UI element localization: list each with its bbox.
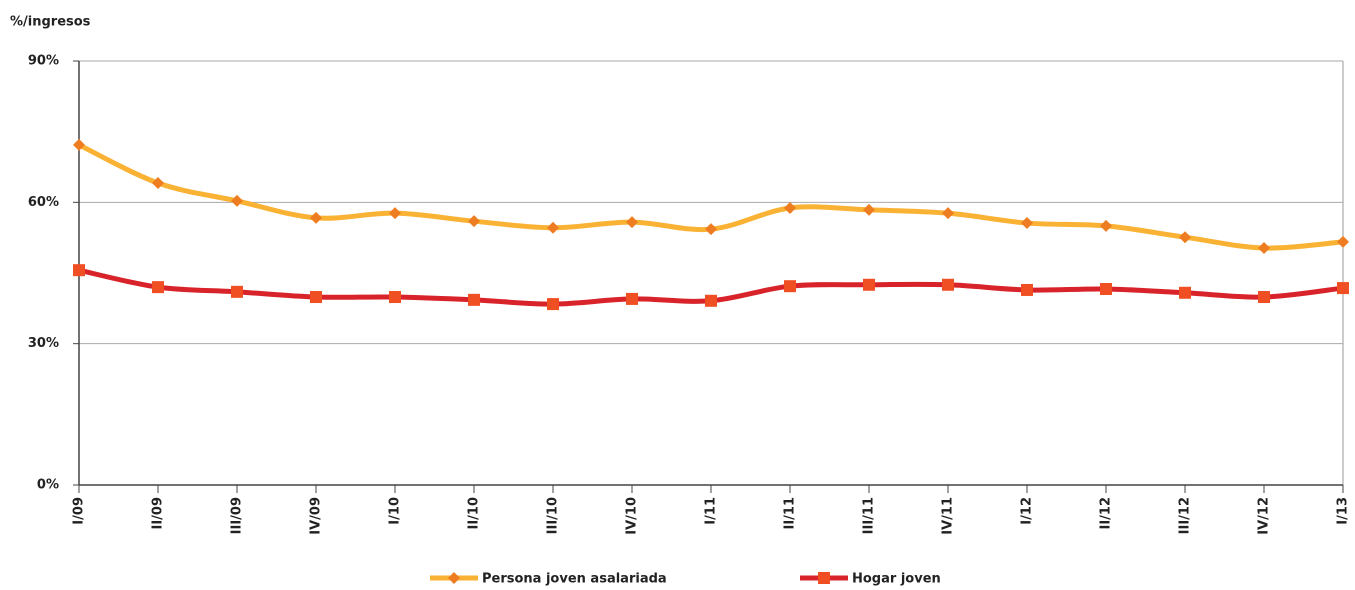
data-point bbox=[626, 216, 638, 229]
data-point bbox=[231, 285, 243, 298]
data-point bbox=[547, 221, 559, 234]
data-point bbox=[1258, 242, 1270, 255]
data-point bbox=[705, 223, 717, 236]
legend-label: Hogar joven bbox=[852, 572, 941, 587]
legend-marker bbox=[448, 572, 460, 584]
data-point bbox=[1258, 291, 1270, 304]
data-point bbox=[1337, 235, 1349, 248]
data-point bbox=[863, 203, 875, 216]
data-point bbox=[942, 207, 954, 220]
data-point bbox=[310, 291, 322, 304]
data-point bbox=[784, 201, 796, 214]
x-tick-label: II/12 bbox=[1099, 497, 1114, 530]
data-point bbox=[942, 278, 954, 291]
data-point bbox=[152, 281, 164, 294]
data-point bbox=[1021, 283, 1033, 296]
data-point bbox=[231, 194, 243, 207]
data-point bbox=[73, 138, 85, 151]
x-tick-label: IV/09 bbox=[309, 497, 324, 535]
data-point bbox=[1337, 282, 1349, 295]
x-tick-label: IV/10 bbox=[625, 497, 640, 535]
x-tick-label: II/10 bbox=[467, 497, 482, 530]
data-point bbox=[1100, 283, 1112, 296]
x-tick-label: I/13 bbox=[1336, 497, 1351, 525]
x-tick-label: III/10 bbox=[546, 497, 561, 534]
data-point bbox=[389, 207, 401, 220]
legend-marker bbox=[818, 572, 830, 584]
x-tick-label: III/11 bbox=[862, 497, 877, 534]
data-point bbox=[547, 298, 559, 311]
data-point bbox=[784, 280, 796, 293]
x-tick-label: III/09 bbox=[230, 497, 245, 534]
x-tick-label: IV/12 bbox=[1257, 497, 1272, 535]
x-tick-label: II/11 bbox=[783, 497, 798, 530]
data-point bbox=[705, 294, 717, 307]
data-point bbox=[626, 292, 638, 305]
y-tick-label: 60% bbox=[28, 195, 59, 210]
data-point bbox=[468, 293, 480, 306]
legend-label: Persona joven asalariada bbox=[482, 572, 667, 587]
data-point bbox=[1179, 286, 1191, 299]
y-tick-label: 30% bbox=[28, 336, 59, 351]
x-tick-label: I/10 bbox=[388, 497, 403, 525]
x-tick-label: II/09 bbox=[151, 497, 166, 530]
data-point bbox=[1179, 231, 1191, 244]
data-point bbox=[468, 215, 480, 228]
data-point bbox=[863, 278, 875, 291]
x-tick-label: IV/11 bbox=[941, 497, 956, 535]
data-point bbox=[73, 264, 85, 277]
x-tick-label: I/12 bbox=[1020, 497, 1035, 525]
x-tick-label: I/11 bbox=[704, 497, 719, 525]
data-point bbox=[1100, 219, 1112, 232]
data-point bbox=[389, 291, 401, 304]
y-tick-label: 90% bbox=[28, 54, 59, 69]
x-tick-label: I/09 bbox=[72, 497, 87, 525]
x-tick-label: III/12 bbox=[1178, 497, 1193, 534]
data-point bbox=[152, 177, 164, 190]
data-point bbox=[310, 211, 322, 224]
y-axis-label: %/ingresos bbox=[10, 15, 91, 30]
y-tick-label: 0% bbox=[37, 478, 59, 493]
data-point bbox=[1021, 217, 1033, 230]
